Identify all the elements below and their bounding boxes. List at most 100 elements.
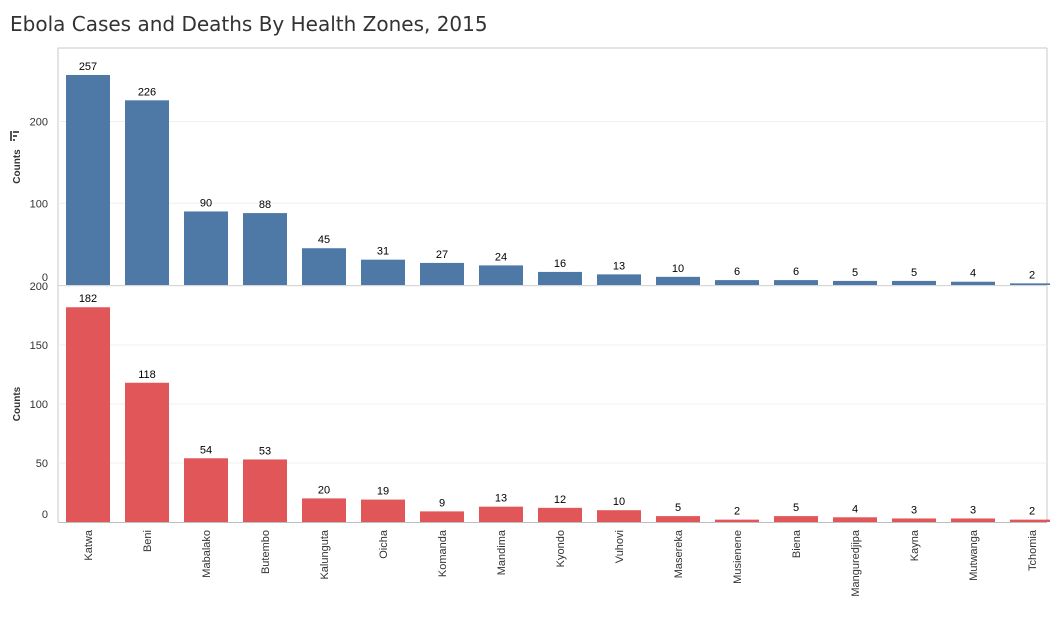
bar	[125, 100, 169, 285]
data-label: 2	[1029, 269, 1035, 281]
data-label: 118	[138, 369, 156, 381]
data-label: 45	[318, 234, 330, 246]
y-tick-label: 100	[30, 399, 48, 411]
x-tick-label: Komanda	[437, 529, 449, 577]
data-label: 2	[1029, 506, 1035, 518]
data-label: 4	[852, 503, 858, 515]
x-tick-label: Tchomia	[1027, 529, 1039, 571]
bar	[420, 262, 464, 285]
x-tick-label: Mandima	[496, 529, 508, 575]
bar	[420, 511, 464, 522]
bar	[656, 516, 700, 522]
bar	[833, 517, 877, 522]
y-tick-label: 150	[30, 340, 48, 352]
bar	[833, 280, 877, 285]
data-label: 226	[138, 86, 156, 98]
y-axis-label: Counts	[12, 386, 23, 421]
data-label: 16	[554, 258, 566, 270]
data-label: 24	[495, 251, 507, 263]
data-label: 182	[79, 293, 97, 305]
bar	[774, 516, 818, 522]
x-tick-label: Kalunguta	[319, 529, 331, 579]
bar	[361, 259, 405, 285]
data-label: 31	[377, 246, 389, 258]
y-tick-label: 100	[30, 198, 48, 210]
bar	[125, 382, 169, 522]
y-tick-label: 50	[36, 458, 48, 470]
data-label: 90	[200, 197, 212, 209]
bar	[774, 280, 818, 285]
y-axis-label: Counts	[12, 149, 23, 184]
data-label: 3	[911, 504, 917, 516]
x-tick-label: Mabalako	[201, 530, 213, 578]
bar	[243, 459, 287, 522]
sort-icon-bar	[13, 131, 19, 133]
bar	[892, 280, 936, 285]
bar	[951, 518, 995, 522]
data-label: 4	[970, 268, 976, 280]
data-label: 9	[439, 497, 445, 509]
data-label: 27	[436, 249, 448, 261]
sort-icon-bar	[13, 135, 17, 137]
y-tick-label: 0	[42, 272, 48, 284]
data-label: 19	[377, 486, 389, 498]
data-label: 12	[554, 494, 566, 506]
sort-icon-bar	[13, 139, 15, 141]
x-tick-label: Masereka	[673, 529, 685, 578]
data-label: 5	[793, 502, 799, 514]
data-label: 3	[970, 504, 976, 516]
bar	[243, 213, 287, 285]
x-tick-label: Beni	[142, 530, 154, 552]
bar	[66, 74, 110, 285]
data-label: 5	[911, 267, 917, 279]
data-label: 10	[672, 263, 684, 275]
x-tick-label: Oicha	[378, 529, 390, 559]
bar	[184, 458, 228, 522]
bar	[479, 265, 523, 285]
data-label: 257	[79, 61, 97, 73]
x-tick-label: Manguredjipa	[850, 529, 862, 597]
x-tick-label: Biena	[791, 529, 803, 558]
bar	[656, 276, 700, 285]
y-tick-label: 200	[30, 281, 48, 293]
x-tick-label: Vuhovi	[614, 530, 626, 563]
data-label: 2	[734, 506, 740, 518]
bar	[66, 307, 110, 522]
bar	[1010, 519, 1050, 522]
y-tick-label: 0	[42, 509, 48, 521]
bar	[951, 281, 995, 285]
data-label: 53	[259, 445, 271, 457]
bar	[184, 211, 228, 285]
data-label: 5	[675, 502, 681, 514]
bar	[538, 271, 582, 285]
x-tick-label: Kayna	[909, 529, 921, 561]
x-tick-label: Kyondo	[555, 530, 567, 567]
x-tick-label: Katwa	[83, 529, 95, 560]
bar	[302, 498, 346, 522]
chart-title: Ebola Cases and Deaths By Health Zones, …	[10, 12, 488, 36]
x-tick-label: Musienene	[732, 530, 744, 584]
data-label: 20	[318, 484, 330, 496]
x-tick-label: Mutwanga	[968, 529, 980, 581]
data-label: 5	[852, 267, 858, 279]
bar	[1010, 283, 1050, 285]
sort-icon	[10, 131, 12, 141]
bar	[361, 499, 405, 522]
bar	[302, 248, 346, 285]
bar	[892, 518, 936, 522]
x-tick-label: Butembo	[260, 530, 272, 574]
data-label: 6	[734, 266, 740, 278]
data-label: 10	[613, 496, 625, 508]
data-label: 88	[259, 199, 271, 211]
bar	[597, 510, 641, 522]
bar	[715, 519, 759, 522]
data-label: 13	[495, 493, 507, 505]
bar	[715, 280, 759, 285]
data-label: 6	[793, 266, 799, 278]
bar	[538, 507, 582, 522]
bar	[479, 506, 523, 522]
y-tick-label: 200	[30, 117, 48, 129]
data-label: 54	[200, 444, 212, 456]
bar	[597, 274, 641, 285]
